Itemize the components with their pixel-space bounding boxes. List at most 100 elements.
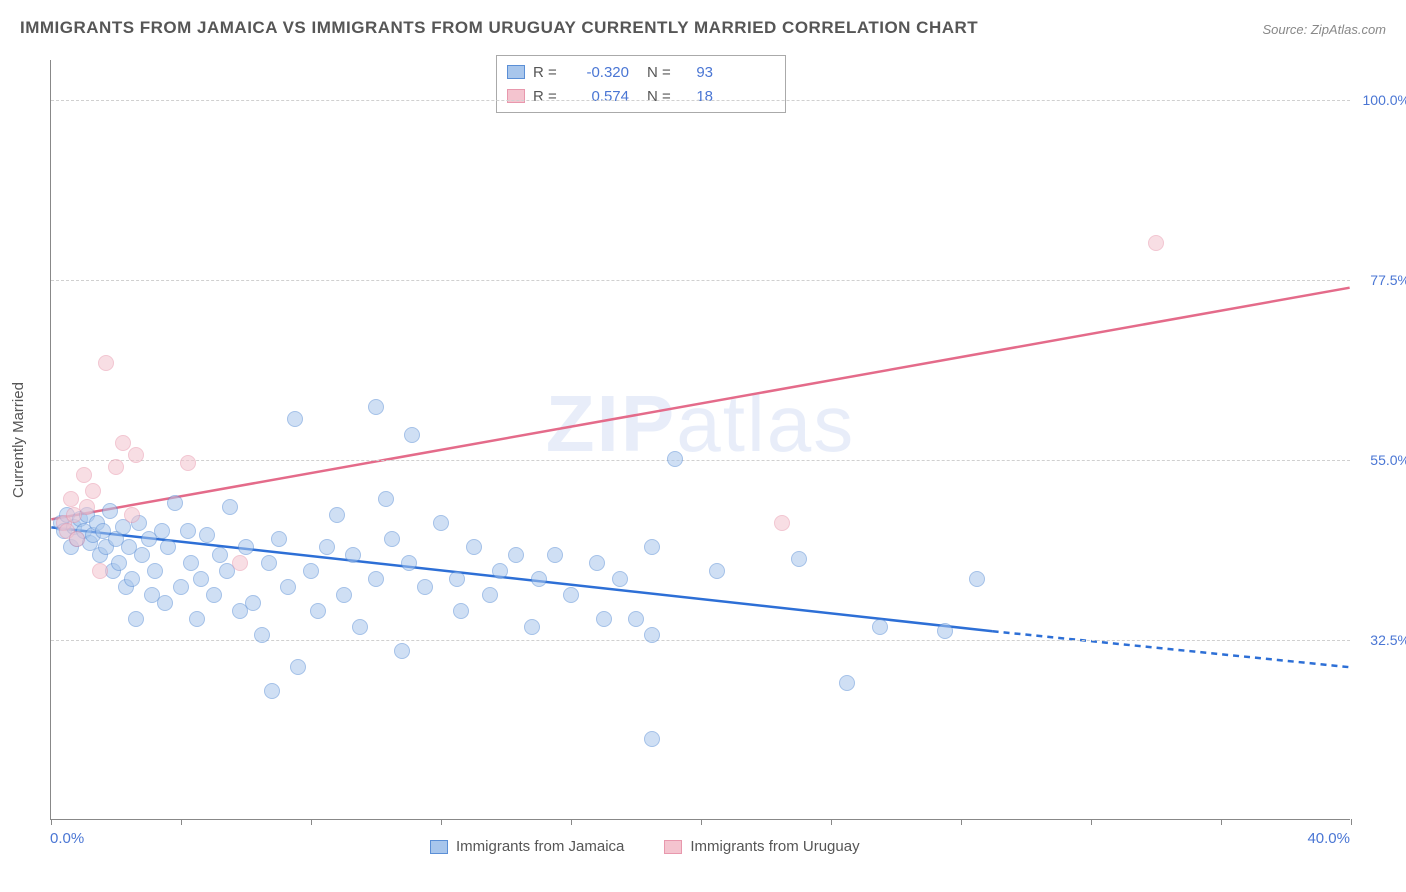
data-point (183, 555, 199, 571)
gridline-h (51, 100, 1350, 101)
data-point (378, 491, 394, 507)
data-point (238, 539, 254, 555)
plot-area: ZIPatlas R =-0.320N =93R =0.574N =18 32.… (50, 60, 1350, 820)
data-point (872, 619, 888, 635)
data-point (482, 587, 498, 603)
data-point (154, 523, 170, 539)
data-point (69, 531, 85, 547)
y-tick-label: 32.5% (1370, 632, 1406, 648)
legend-n-label: N = (647, 88, 675, 105)
data-point (433, 515, 449, 531)
trend-lines-svg (51, 60, 1350, 819)
y-tick-label: 55.0% (1370, 452, 1406, 468)
data-point (563, 587, 579, 603)
data-point (612, 571, 628, 587)
data-point (232, 555, 248, 571)
data-point (160, 539, 176, 555)
x-tick (1221, 819, 1222, 825)
data-point (254, 627, 270, 643)
data-point (193, 571, 209, 587)
data-point (245, 595, 261, 611)
data-point (368, 571, 384, 587)
data-point (839, 675, 855, 691)
data-point (115, 435, 131, 451)
data-point (108, 459, 124, 475)
data-point (508, 547, 524, 563)
data-point (102, 503, 118, 519)
series-legend-item: Immigrants from Jamaica (430, 838, 624, 855)
data-point (264, 683, 280, 699)
data-point (98, 355, 114, 371)
x-tick (1351, 819, 1352, 825)
data-point (290, 659, 306, 675)
x-tick (961, 819, 962, 825)
x-tick (1091, 819, 1092, 825)
data-point (644, 539, 660, 555)
data-point (453, 603, 469, 619)
data-point (709, 563, 725, 579)
data-point (212, 547, 228, 563)
trend-line (51, 288, 1349, 520)
data-point (147, 563, 163, 579)
data-point (128, 447, 144, 463)
x-tick (311, 819, 312, 825)
data-point (547, 547, 563, 563)
data-point (76, 467, 92, 483)
data-point (261, 555, 277, 571)
data-point (157, 595, 173, 611)
data-point (92, 563, 108, 579)
legend-swatch (507, 65, 525, 79)
series-name: Immigrants from Uruguay (690, 838, 859, 855)
data-point (303, 563, 319, 579)
x-tick (831, 819, 832, 825)
data-point (492, 563, 508, 579)
data-point (199, 527, 215, 543)
legend-row: R =-0.320N =93 (507, 60, 775, 84)
x-tick (51, 819, 52, 825)
data-point (134, 547, 150, 563)
chart-title: IMMIGRANTS FROM JAMAICA VS IMMIGRANTS FR… (20, 18, 978, 38)
data-point (667, 451, 683, 467)
data-point (791, 551, 807, 567)
x-tick (571, 819, 572, 825)
data-point (774, 515, 790, 531)
data-point (1148, 235, 1164, 251)
data-point (589, 555, 605, 571)
y-tick-label: 100.0% (1363, 92, 1406, 108)
data-point (417, 579, 433, 595)
data-point (310, 603, 326, 619)
data-point (524, 619, 540, 635)
correlation-legend: R =-0.320N =93 R = 0.574 N = 18 (496, 55, 786, 113)
data-point (180, 523, 196, 539)
series-name: Immigrants from Jamaica (456, 838, 624, 855)
data-point (111, 555, 127, 571)
legend-row: R = 0.574 N = 18 (507, 84, 775, 108)
data-point (63, 491, 79, 507)
legend-r-value: 0.574 (569, 88, 629, 105)
legend-n-value: 18 (683, 88, 713, 105)
data-point (394, 643, 410, 659)
x-tick (441, 819, 442, 825)
data-point (628, 611, 644, 627)
data-point (287, 411, 303, 427)
x-tick (181, 819, 182, 825)
data-point (128, 611, 144, 627)
data-point (466, 539, 482, 555)
gridline-h (51, 640, 1350, 641)
legend-r-label: R = (533, 88, 561, 105)
data-point (85, 483, 101, 499)
legend-swatch (664, 840, 682, 854)
x-tick (701, 819, 702, 825)
data-point (352, 619, 368, 635)
data-point (329, 507, 345, 523)
legend-n-label: N = (647, 64, 675, 81)
data-point (384, 531, 400, 547)
data-point (271, 531, 287, 547)
data-point (173, 579, 189, 595)
series-legend-item: Immigrants from Uruguay (664, 838, 859, 855)
data-point (206, 587, 222, 603)
data-point (124, 507, 140, 523)
data-point (222, 499, 238, 515)
data-point (368, 399, 384, 415)
legend-swatch (430, 840, 448, 854)
